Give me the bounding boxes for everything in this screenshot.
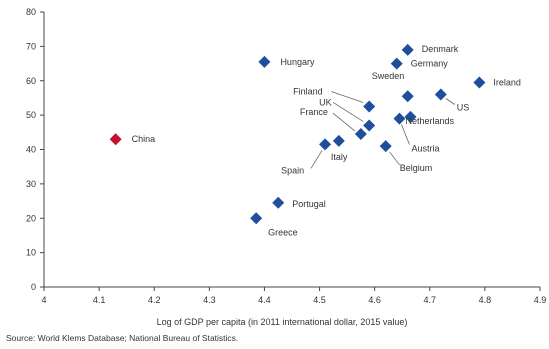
leader-line-france (332, 112, 356, 132)
point-austria (393, 112, 406, 125)
point-france (354, 128, 367, 141)
point-label-hungary: Hungary (280, 57, 315, 67)
x-tick-label: 4.3 (203, 295, 216, 305)
point-label-austria: Austria (411, 144, 439, 154)
point-us (434, 88, 447, 101)
point-label-denmark: Denmark (422, 44, 459, 54)
point-belgium (379, 140, 392, 153)
point-label-belgium: Belgium (400, 163, 433, 173)
point-label-spain: Spain (281, 165, 304, 175)
point-label-france: France (300, 107, 328, 117)
point-germany (390, 57, 403, 70)
point-label-uk: UK (319, 97, 332, 107)
x-tick-label: 4.2 (148, 295, 161, 305)
point-netherlands (404, 110, 417, 123)
x-tick-label: 4.8 (479, 295, 492, 305)
point-label-germany: Germany (411, 59, 449, 69)
point-denmark (401, 43, 414, 56)
leader-line-finland (331, 91, 364, 103)
point-finland (363, 100, 376, 113)
point-ireland (473, 76, 486, 89)
y-tick-label: 20 (26, 213, 36, 223)
leader-line-austria (401, 124, 410, 145)
point-china (109, 133, 122, 146)
leader-line-uk (332, 102, 364, 122)
y-tick-label: 0 (31, 282, 36, 292)
point-label-greece: Greece (268, 227, 298, 237)
x-tick-label: 4 (41, 295, 46, 305)
point-label-italy: Italy (331, 152, 348, 162)
x-tick-label: 4.1 (93, 295, 106, 305)
point-label-china: China (132, 134, 156, 144)
point-label-portugal: Portugal (292, 199, 326, 209)
y-tick-label: 40 (26, 145, 36, 155)
point-label-netherlands: Netherlands (405, 116, 454, 126)
leader-line-belgium (389, 151, 401, 166)
x-tick-label: 4.4 (258, 295, 271, 305)
x-tick-label: 4.5 (313, 295, 326, 305)
x-tick-label: 4.7 (424, 295, 437, 305)
x-axis-label: Log of GDP per capita (in 2011 internati… (157, 317, 408, 327)
point-sweden (401, 90, 414, 103)
y-tick-label: 10 (26, 248, 36, 258)
y-tick-label: 50 (26, 110, 36, 120)
point-label-us: US (457, 103, 470, 113)
point-italy (332, 134, 345, 147)
point-spain (319, 138, 332, 151)
x-tick-label: 4.6 (368, 295, 381, 305)
point-uk (363, 119, 376, 132)
leader-line-spain (310, 150, 323, 169)
point-label-finland: Finland (293, 87, 323, 97)
point-label-sweden: Sweden (372, 71, 405, 81)
x-tick-label: 4.9 (534, 295, 547, 305)
y-tick-label: 70 (26, 41, 36, 51)
point-greece (250, 212, 263, 225)
y-tick-label: 60 (26, 76, 36, 86)
source-note: Source: World Klems Database; National B… (6, 333, 239, 343)
y-tick-label: 30 (26, 179, 36, 189)
y-tick-label: 80 (26, 7, 36, 17)
point-label-ireland: Ireland (493, 77, 521, 87)
point-portugal (272, 196, 285, 209)
leader-line-us (445, 98, 456, 105)
point-hungary (258, 55, 271, 68)
